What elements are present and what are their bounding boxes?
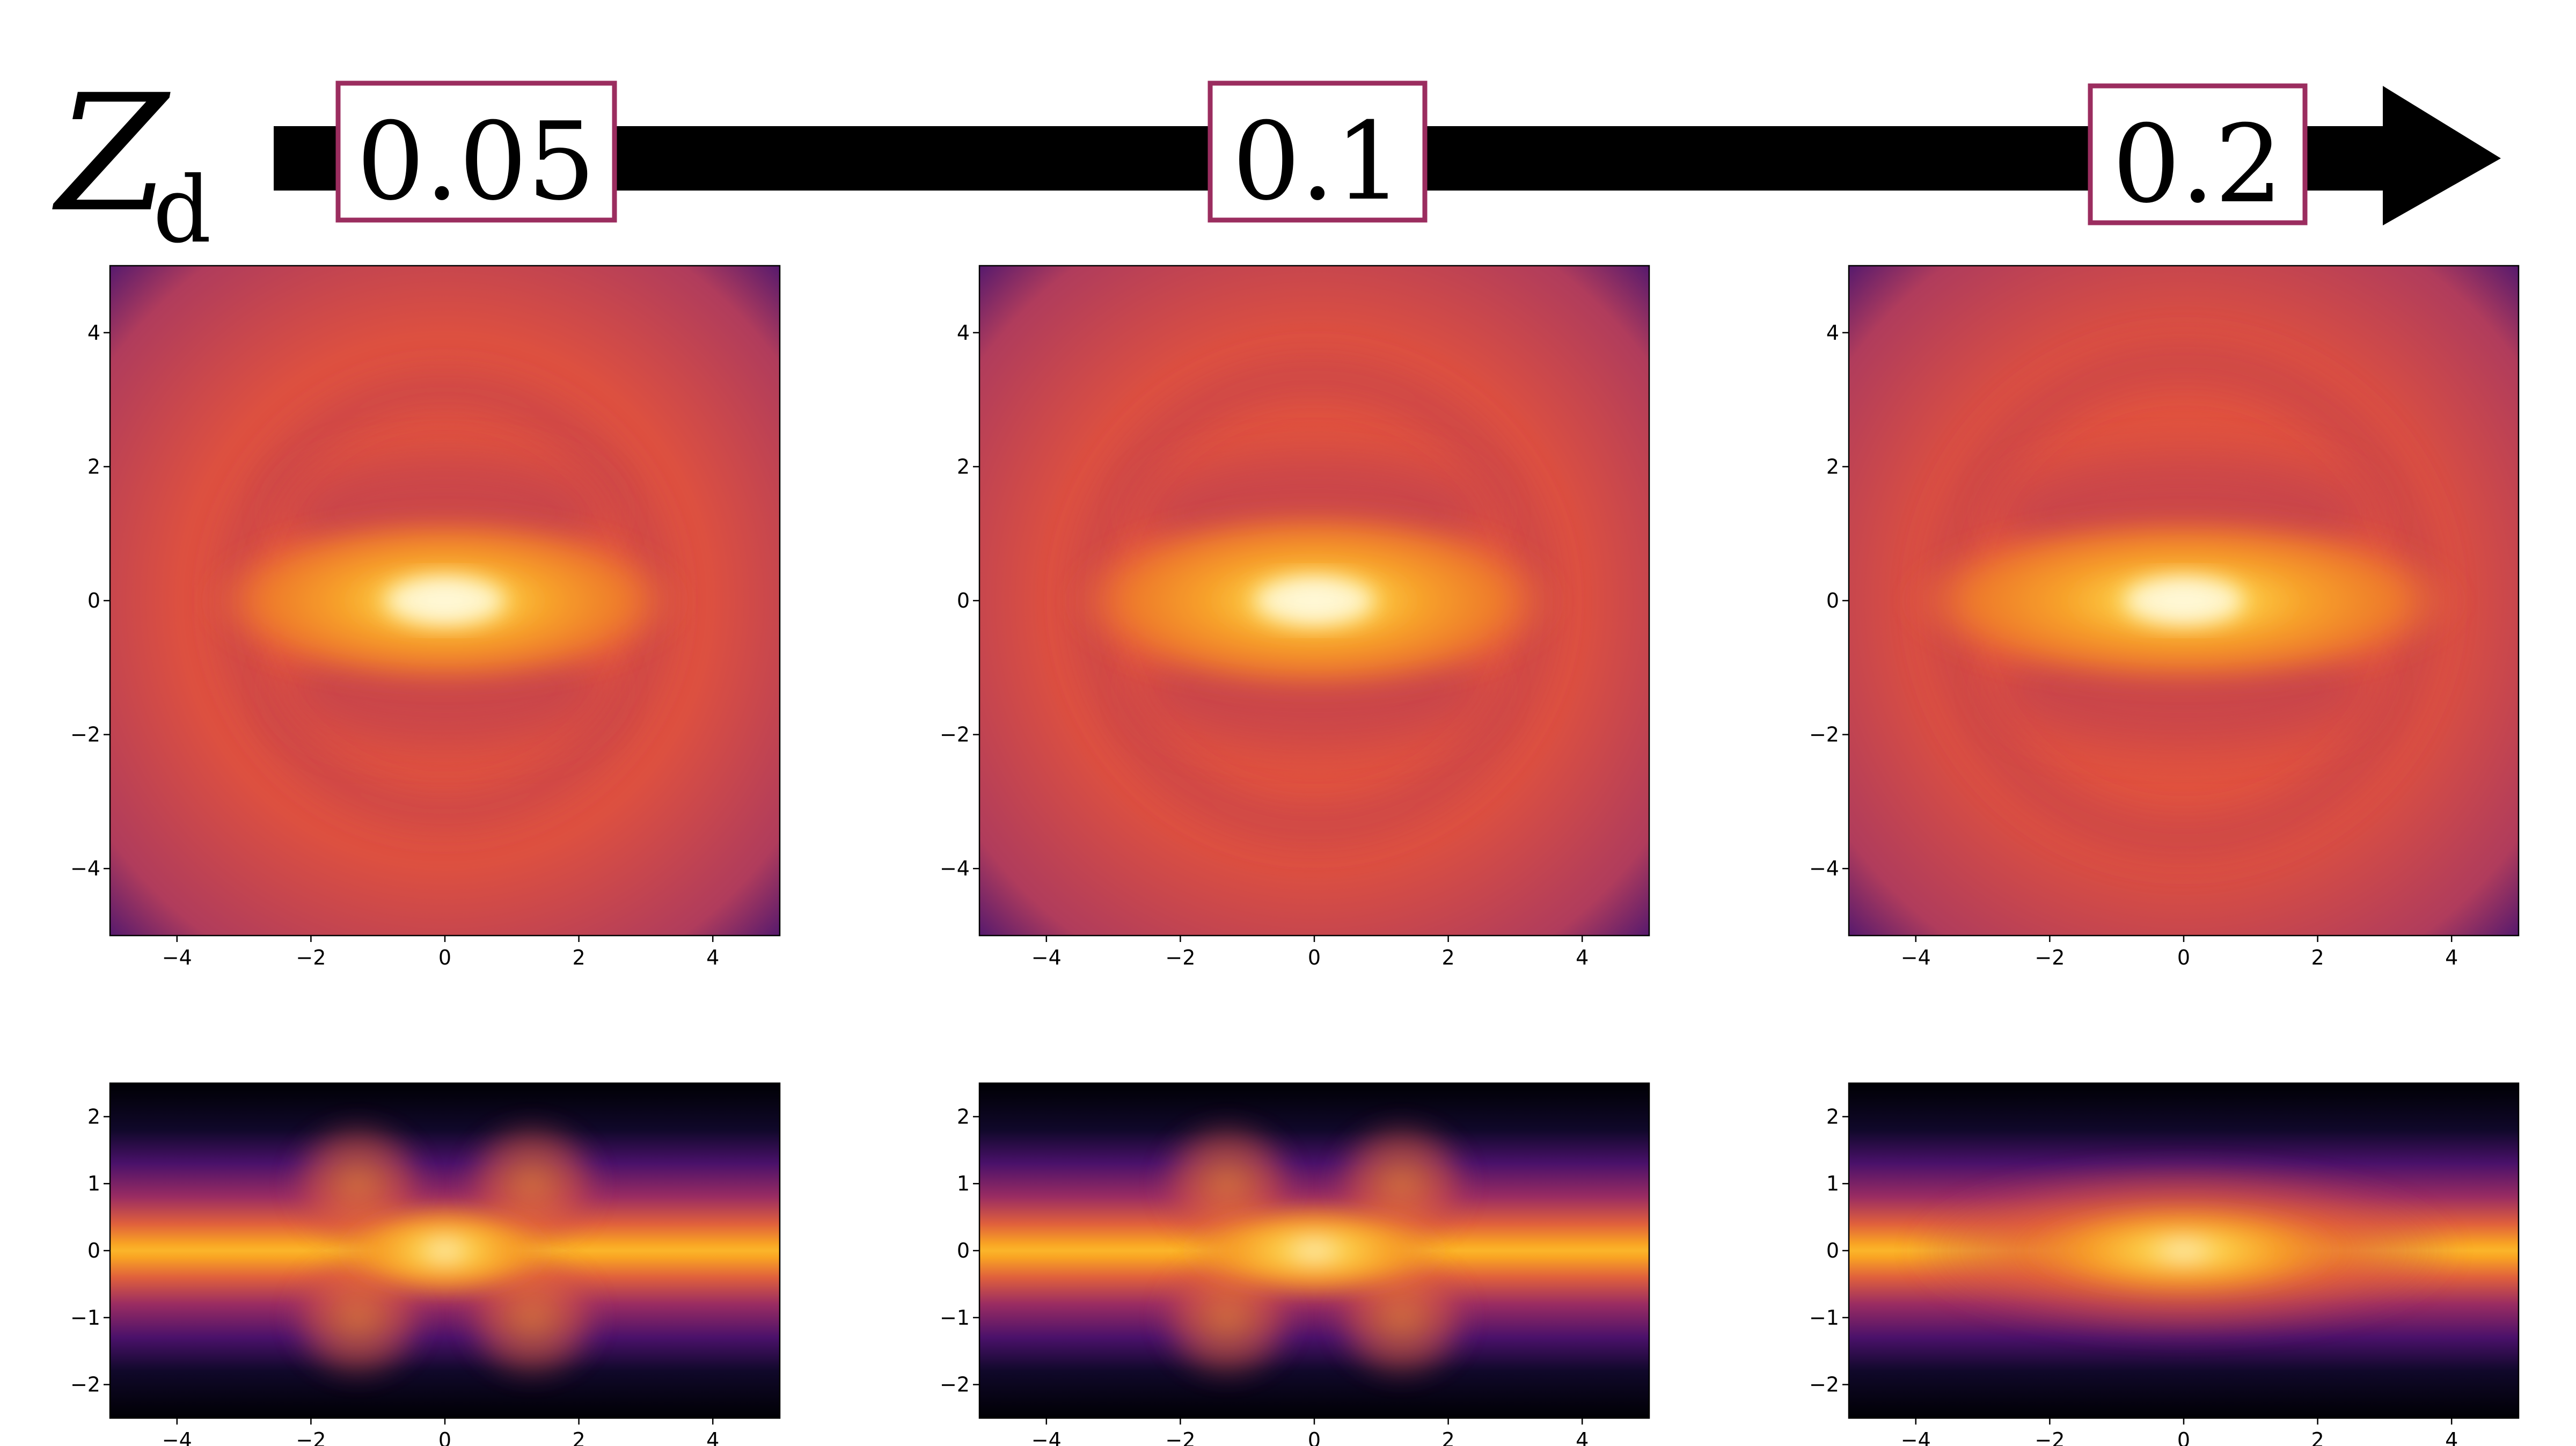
y-tick-label: −1 xyxy=(940,1306,970,1330)
y-tick-label: 2 xyxy=(1826,1105,1839,1128)
y-tick-label: 0 xyxy=(1826,1239,1839,1262)
heatmap-image xyxy=(979,1083,1649,1418)
edge-on-panel-2: −4 −2 0 2 4 −2 −1 0 1 2 xyxy=(1809,1082,2520,1446)
x-tick-label: −2 xyxy=(296,946,326,969)
x-tick-label: −4 xyxy=(162,946,192,969)
heatmap-center xyxy=(338,1207,552,1295)
y-tick-label: 1 xyxy=(1826,1172,1839,1195)
value-label-2: 0.2 xyxy=(2112,102,2283,227)
x-tick-label: −4 xyxy=(1901,946,1931,969)
y-tick-label: −2 xyxy=(940,1373,970,1397)
y-tick-label: 4 xyxy=(1826,321,1839,345)
x-tick-label: 0 xyxy=(438,1428,451,1446)
x-tick-label: 0 xyxy=(438,946,451,969)
y-tick-label: 2 xyxy=(957,455,970,478)
y-tick-label: 0 xyxy=(87,1239,100,1262)
y-tick-label: −2 xyxy=(1809,1373,1839,1397)
x-tick-label: 2 xyxy=(573,1428,586,1446)
y-tick-label: 2 xyxy=(957,1105,970,1128)
variable-subscript: d xyxy=(153,157,211,264)
x-tick-label: −2 xyxy=(1165,1428,1195,1446)
y-tick-label: −4 xyxy=(940,857,970,880)
x-tick-label: −2 xyxy=(2035,946,2065,969)
heatmap-center xyxy=(1254,577,1375,624)
x-tick-label: −4 xyxy=(162,1428,192,1446)
x-tick-label: −2 xyxy=(2035,1428,2065,1446)
variable-label: Z d xyxy=(52,60,211,264)
face-on-panel-2: −4 −2 0 2 4 −4 −2 0 2 4 xyxy=(1809,265,2520,969)
y-tick-label: 0 xyxy=(87,589,100,612)
heatmap-center xyxy=(1180,1207,1448,1295)
x-tick-label: 4 xyxy=(706,1428,719,1446)
y-tick-label: 2 xyxy=(1826,455,1839,478)
x-tick-label: 2 xyxy=(2311,946,2324,969)
heatmap-image xyxy=(110,1083,780,1418)
x-tick-label: 0 xyxy=(1308,946,1321,969)
y-tick-label: −4 xyxy=(70,857,100,880)
heatmap-image xyxy=(1849,266,2519,936)
y-tick-label: 0 xyxy=(957,1239,970,1262)
x-tick-label: 0 xyxy=(1308,1428,1321,1446)
edge-on-panel-0: −4 −2 0 2 4 −2 −1 0 1 2 xyxy=(70,1082,781,1446)
heatmap-center xyxy=(2123,577,2244,624)
y-tick-label: 1 xyxy=(957,1172,970,1195)
x-tick-label: −4 xyxy=(1031,946,1062,969)
heatmap-image xyxy=(1849,1083,2519,1418)
x-tick-label: 4 xyxy=(706,946,719,969)
heatmap-image xyxy=(979,266,1649,936)
y-tick-label: 4 xyxy=(957,321,970,345)
value-label-1: 0.1 xyxy=(1232,99,1403,224)
y-tick-label: −1 xyxy=(1809,1306,1839,1330)
heatmap-center xyxy=(384,577,506,624)
x-tick-label: −4 xyxy=(1031,1428,1062,1446)
x-tick-label: 4 xyxy=(2445,1428,2458,1446)
y-tick-label: −2 xyxy=(1809,723,1839,747)
y-tick-label: 0 xyxy=(1826,589,1839,612)
x-tick-label: 4 xyxy=(1576,946,1589,969)
x-tick-label: 2 xyxy=(2311,1428,2324,1446)
x-tick-label: 0 xyxy=(2177,1428,2190,1446)
heatmap-center xyxy=(2023,1207,2345,1295)
face-on-panel-1: −4 −2 0 2 4 −4 −2 0 2 4 xyxy=(940,265,1650,969)
y-tick-label: −2 xyxy=(940,723,970,747)
y-tick-label: −2 xyxy=(70,1373,100,1397)
x-tick-label: 2 xyxy=(1442,946,1455,969)
value-box-1: 0.1 xyxy=(1208,81,1428,224)
face-on-panel-0: −4 −2 0 2 4 −4 −2 0 2 4 xyxy=(70,265,781,969)
heatmap-image xyxy=(110,266,780,936)
arrow-head xyxy=(2383,86,2501,225)
y-tick-label: 4 xyxy=(87,321,100,345)
x-tick-label: 2 xyxy=(1442,1428,1455,1446)
y-tick-label: −2 xyxy=(70,723,100,747)
edge-on-panel-1: −4 −2 0 2 4 −2 −1 0 1 2 xyxy=(940,1082,1650,1446)
x-tick-label: −2 xyxy=(296,1428,326,1446)
value-box-0: 0.05 xyxy=(335,81,617,224)
x-tick-label: 0 xyxy=(2177,946,2190,969)
y-tick-label: 0 xyxy=(957,589,970,612)
panel-grid: −4 −2 0 2 4 −4 −2 0 2 4 −4 −2 0 2 4 −4 −2 0 2 4 −4 −2 0 2 4 −4 −2 0… xyxy=(70,265,2520,1446)
value-label-0: 0.05 xyxy=(356,99,595,224)
x-tick-label: 4 xyxy=(1576,1428,1589,1446)
x-tick-label: −2 xyxy=(1165,946,1195,969)
variable-symbol: Z xyxy=(52,60,172,247)
y-tick-label: −1 xyxy=(70,1306,100,1330)
x-tick-label: 2 xyxy=(573,946,586,969)
y-tick-label: 2 xyxy=(87,1105,100,1128)
header: Z d 0.05 0.1 0.2 xyxy=(52,60,2501,264)
y-tick-label: 1 xyxy=(87,1172,100,1195)
x-tick-label: 4 xyxy=(2445,946,2458,969)
value-box-2: 0.2 xyxy=(2088,83,2308,227)
y-tick-label: −4 xyxy=(1809,857,1839,880)
x-tick-label: −4 xyxy=(1901,1428,1931,1446)
y-tick-label: 2 xyxy=(87,455,100,478)
